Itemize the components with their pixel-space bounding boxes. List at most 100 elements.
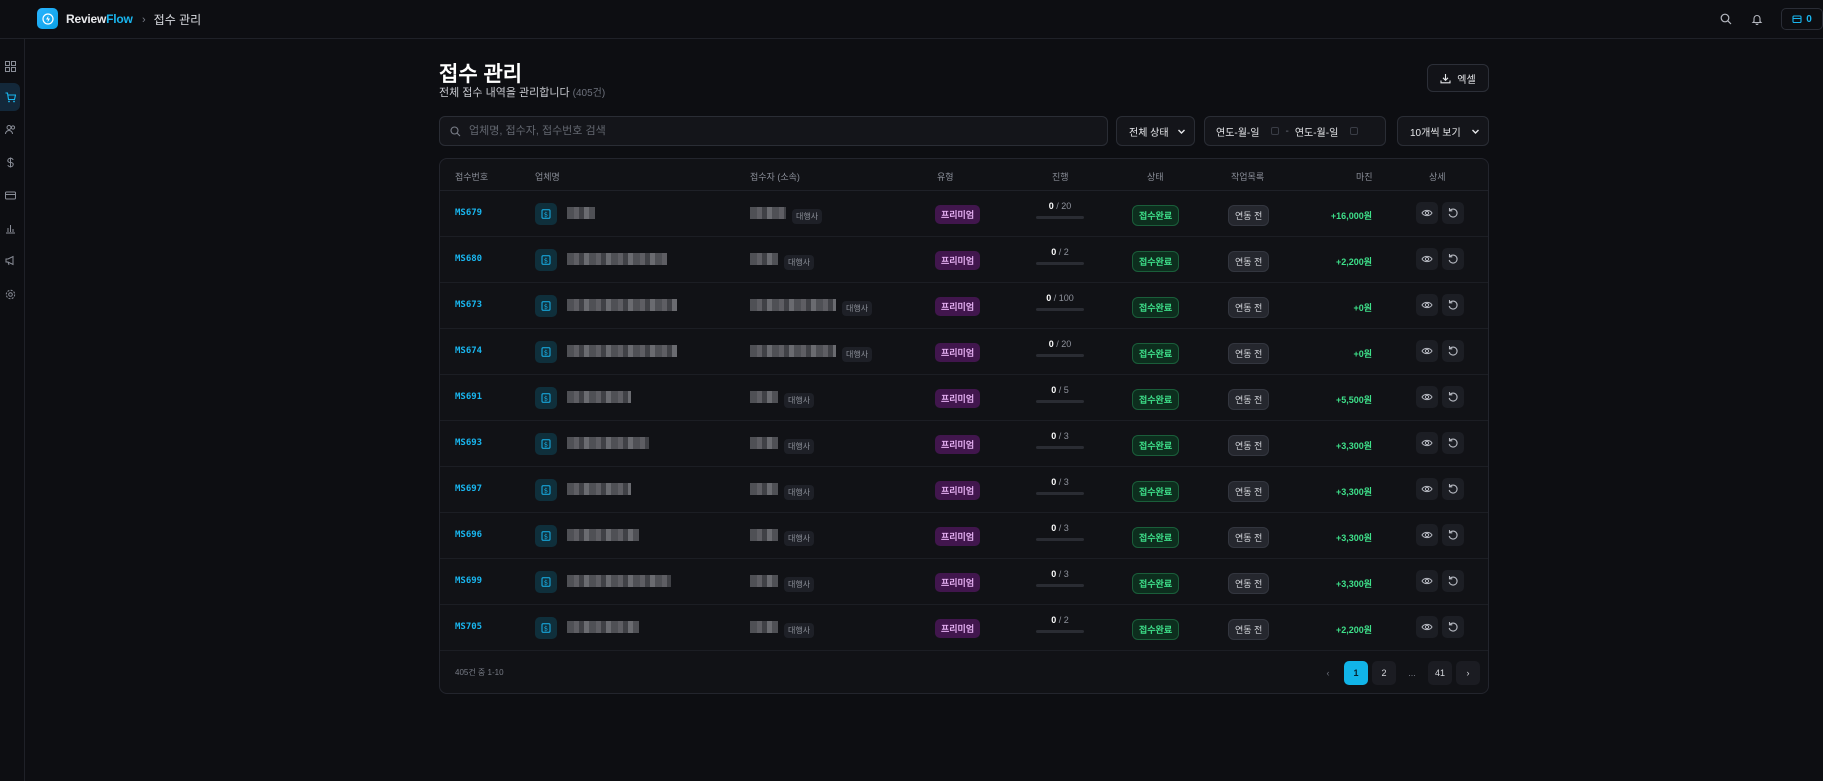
margin-value: +3,300원 (1335, 579, 1372, 589)
view-button[interactable] (1416, 432, 1438, 454)
reset-button[interactable] (1442, 294, 1464, 316)
search-icon[interactable] (1715, 8, 1737, 30)
table-row[interactable]: MS680 $ 대행사 프리미엄 0 / 2 접수완료 연동 전 +2,200원 (440, 237, 1488, 283)
calendar-icon[interactable] (1271, 127, 1280, 135)
chevron-right-icon[interactable]: › (1456, 661, 1480, 685)
order-id-link[interactable]: MS674 (455, 346, 483, 356)
col-header-status: 상태 (1147, 172, 1164, 182)
view-button[interactable] (1416, 478, 1438, 500)
progress-bar (1036, 446, 1084, 449)
per-page-select[interactable]: 10개씩 보기 (1397, 116, 1489, 146)
chevron-left-icon[interactable]: ‹ (1326, 668, 1330, 678)
margin-value: +0원 (1353, 303, 1372, 313)
view-button[interactable] (1416, 340, 1438, 362)
credit-balance[interactable]: 0 (1781, 8, 1823, 30)
sidebar-item-dashboard[interactable] (0, 52, 20, 80)
requester-name-redacted (750, 575, 778, 587)
order-id-link[interactable]: MS673 (455, 300, 483, 310)
status-badge: 접수완료 (1132, 343, 1180, 364)
svg-text:$: $ (544, 441, 548, 449)
margin-value: +3,300원 (1335, 441, 1372, 451)
view-button[interactable] (1416, 202, 1438, 224)
bell-icon[interactable] (1746, 8, 1768, 30)
date-from-input[interactable]: 연도-월-일 (1216, 127, 1260, 139)
order-id-link[interactable]: MS691 (455, 392, 483, 402)
sidebar-item-payments[interactable] (0, 181, 20, 209)
order-id-link[interactable]: MS679 (455, 208, 483, 218)
status-filter-select[interactable]: 전체 상태 (1116, 116, 1195, 146)
col-header-worklist: 작업목록 (1231, 172, 1265, 182)
table-header: 접수번호 업체명 접수자 (소속) 유형 진행 상태 작업목록 마진 상세 (440, 159, 1488, 191)
calendar-icon[interactable] (1350, 127, 1359, 135)
page-title: 접수 관리 (439, 63, 523, 86)
reset-button[interactable] (1442, 524, 1464, 546)
type-badge: 프리미엄 (935, 573, 981, 592)
app-logo[interactable]: ReviewFlow (37, 8, 133, 29)
subtitle-text: 전체 접수 내역을 관리합니다 (439, 87, 570, 99)
view-button[interactable] (1416, 570, 1438, 592)
requester-name-redacted (750, 529, 778, 541)
chevron-right-icon: › (142, 13, 146, 26)
store-icon: $ (535, 617, 557, 639)
worklist-badge: 연동 전 (1228, 481, 1270, 502)
card-icon (4, 191, 16, 199)
table-row[interactable]: MS674 $ 대행사 프리미엄 0 / 20 접수완료 연동 전 +0원 (440, 329, 1488, 375)
reset-button[interactable] (1442, 616, 1464, 638)
order-id-link[interactable]: MS696 (455, 530, 483, 540)
table-row[interactable]: MS705 $ 대행사 프리미엄 0 / 2 접수완료 연동 전 +2,200원 (440, 605, 1488, 651)
worklist-badge: 연동 전 (1228, 619, 1270, 640)
progress-cell: 0 / 5 (1035, 385, 1085, 403)
order-id-link[interactable]: MS680 (455, 254, 483, 264)
reset-button[interactable] (1442, 202, 1464, 224)
view-button[interactable] (1416, 524, 1438, 546)
progress-cell: 0 / 3 (1035, 523, 1085, 541)
reset-button[interactable] (1442, 478, 1464, 500)
view-button[interactable] (1416, 616, 1438, 638)
excel-export-button[interactable]: 엑셀 (1427, 64, 1489, 92)
sidebar-item-orders[interactable] (0, 83, 20, 111)
sidebar-item-marketing[interactable] (0, 246, 20, 274)
order-id-link[interactable]: MS697 (455, 484, 483, 494)
order-id-link[interactable]: MS705 (455, 622, 483, 632)
view-button[interactable] (1416, 386, 1438, 408)
reset-button[interactable] (1442, 340, 1464, 362)
table-row[interactable]: MS699 $ 대행사 프리미엄 0 / 3 접수완료 연동 전 +3,300원 (440, 559, 1488, 605)
col-header-company: 업체명 (535, 172, 560, 182)
sidebar-item-settings[interactable] (0, 280, 20, 308)
rotate-ccw-icon (1448, 392, 1458, 402)
status-badge: 접수완료 (1132, 297, 1180, 318)
worklist-badge: 연동 전 (1228, 297, 1270, 318)
view-button[interactable] (1416, 248, 1438, 270)
status-badge: 접수완료 (1132, 619, 1180, 640)
order-id-link[interactable]: MS693 (455, 438, 483, 448)
table-row[interactable]: MS696 $ 대행사 프리미엄 0 / 3 접수완료 연동 전 +3,300원 (440, 513, 1488, 559)
reset-button[interactable] (1442, 386, 1464, 408)
sidebar-item-finance[interactable] (0, 148, 20, 176)
rotate-ccw-icon (1448, 438, 1458, 448)
table-row[interactable]: MS673 $ 대행사 프리미엄 0 / 100 접수완료 연동 전 +0원 (440, 283, 1488, 329)
reset-button[interactable] (1442, 432, 1464, 454)
sidebar-item-users[interactable] (0, 115, 20, 143)
table-row[interactable]: MS679 $ 대행사 프리미엄 0 / 20 접수완료 연동 전 +16,00… (440, 191, 1488, 237)
order-id-link[interactable]: MS699 (455, 576, 483, 586)
search-input[interactable] (469, 125, 1069, 137)
page-button-2[interactable]: 2 (1372, 661, 1396, 685)
sidebar-item-stats[interactable] (0, 214, 20, 242)
date-range-filter: 연도-월-일 - 연도-월-일 (1204, 116, 1386, 146)
view-button[interactable] (1416, 294, 1438, 316)
table-row[interactable]: MS691 $ 대행사 프리미엄 0 / 5 접수완료 연동 전 +5,500원 (440, 375, 1488, 421)
total-count: (405건) (572, 88, 606, 99)
progress-total: 5 (1063, 385, 1069, 395)
store-icon: $ (535, 203, 557, 225)
col-header-margin: 마진 (1356, 172, 1373, 182)
table-row[interactable]: MS697 $ 대행사 프리미엄 0 / 3 접수완료 연동 전 +3,300원 (440, 467, 1488, 513)
page-button-1[interactable]: 1 (1344, 661, 1368, 685)
page-button-last[interactable]: 41 (1428, 661, 1452, 685)
table-row[interactable]: MS693 $ 대행사 프리미엄 0 / 3 접수완료 연동 전 +3,300원 (440, 421, 1488, 467)
col-header-progress: 진행 (1052, 172, 1069, 182)
reset-button[interactable] (1442, 248, 1464, 270)
rotate-ccw-icon (1448, 346, 1458, 356)
date-to-input[interactable]: 연도-월-일 (1294, 127, 1339, 139)
reset-button[interactable] (1442, 570, 1464, 592)
svg-text:$: $ (544, 395, 548, 403)
